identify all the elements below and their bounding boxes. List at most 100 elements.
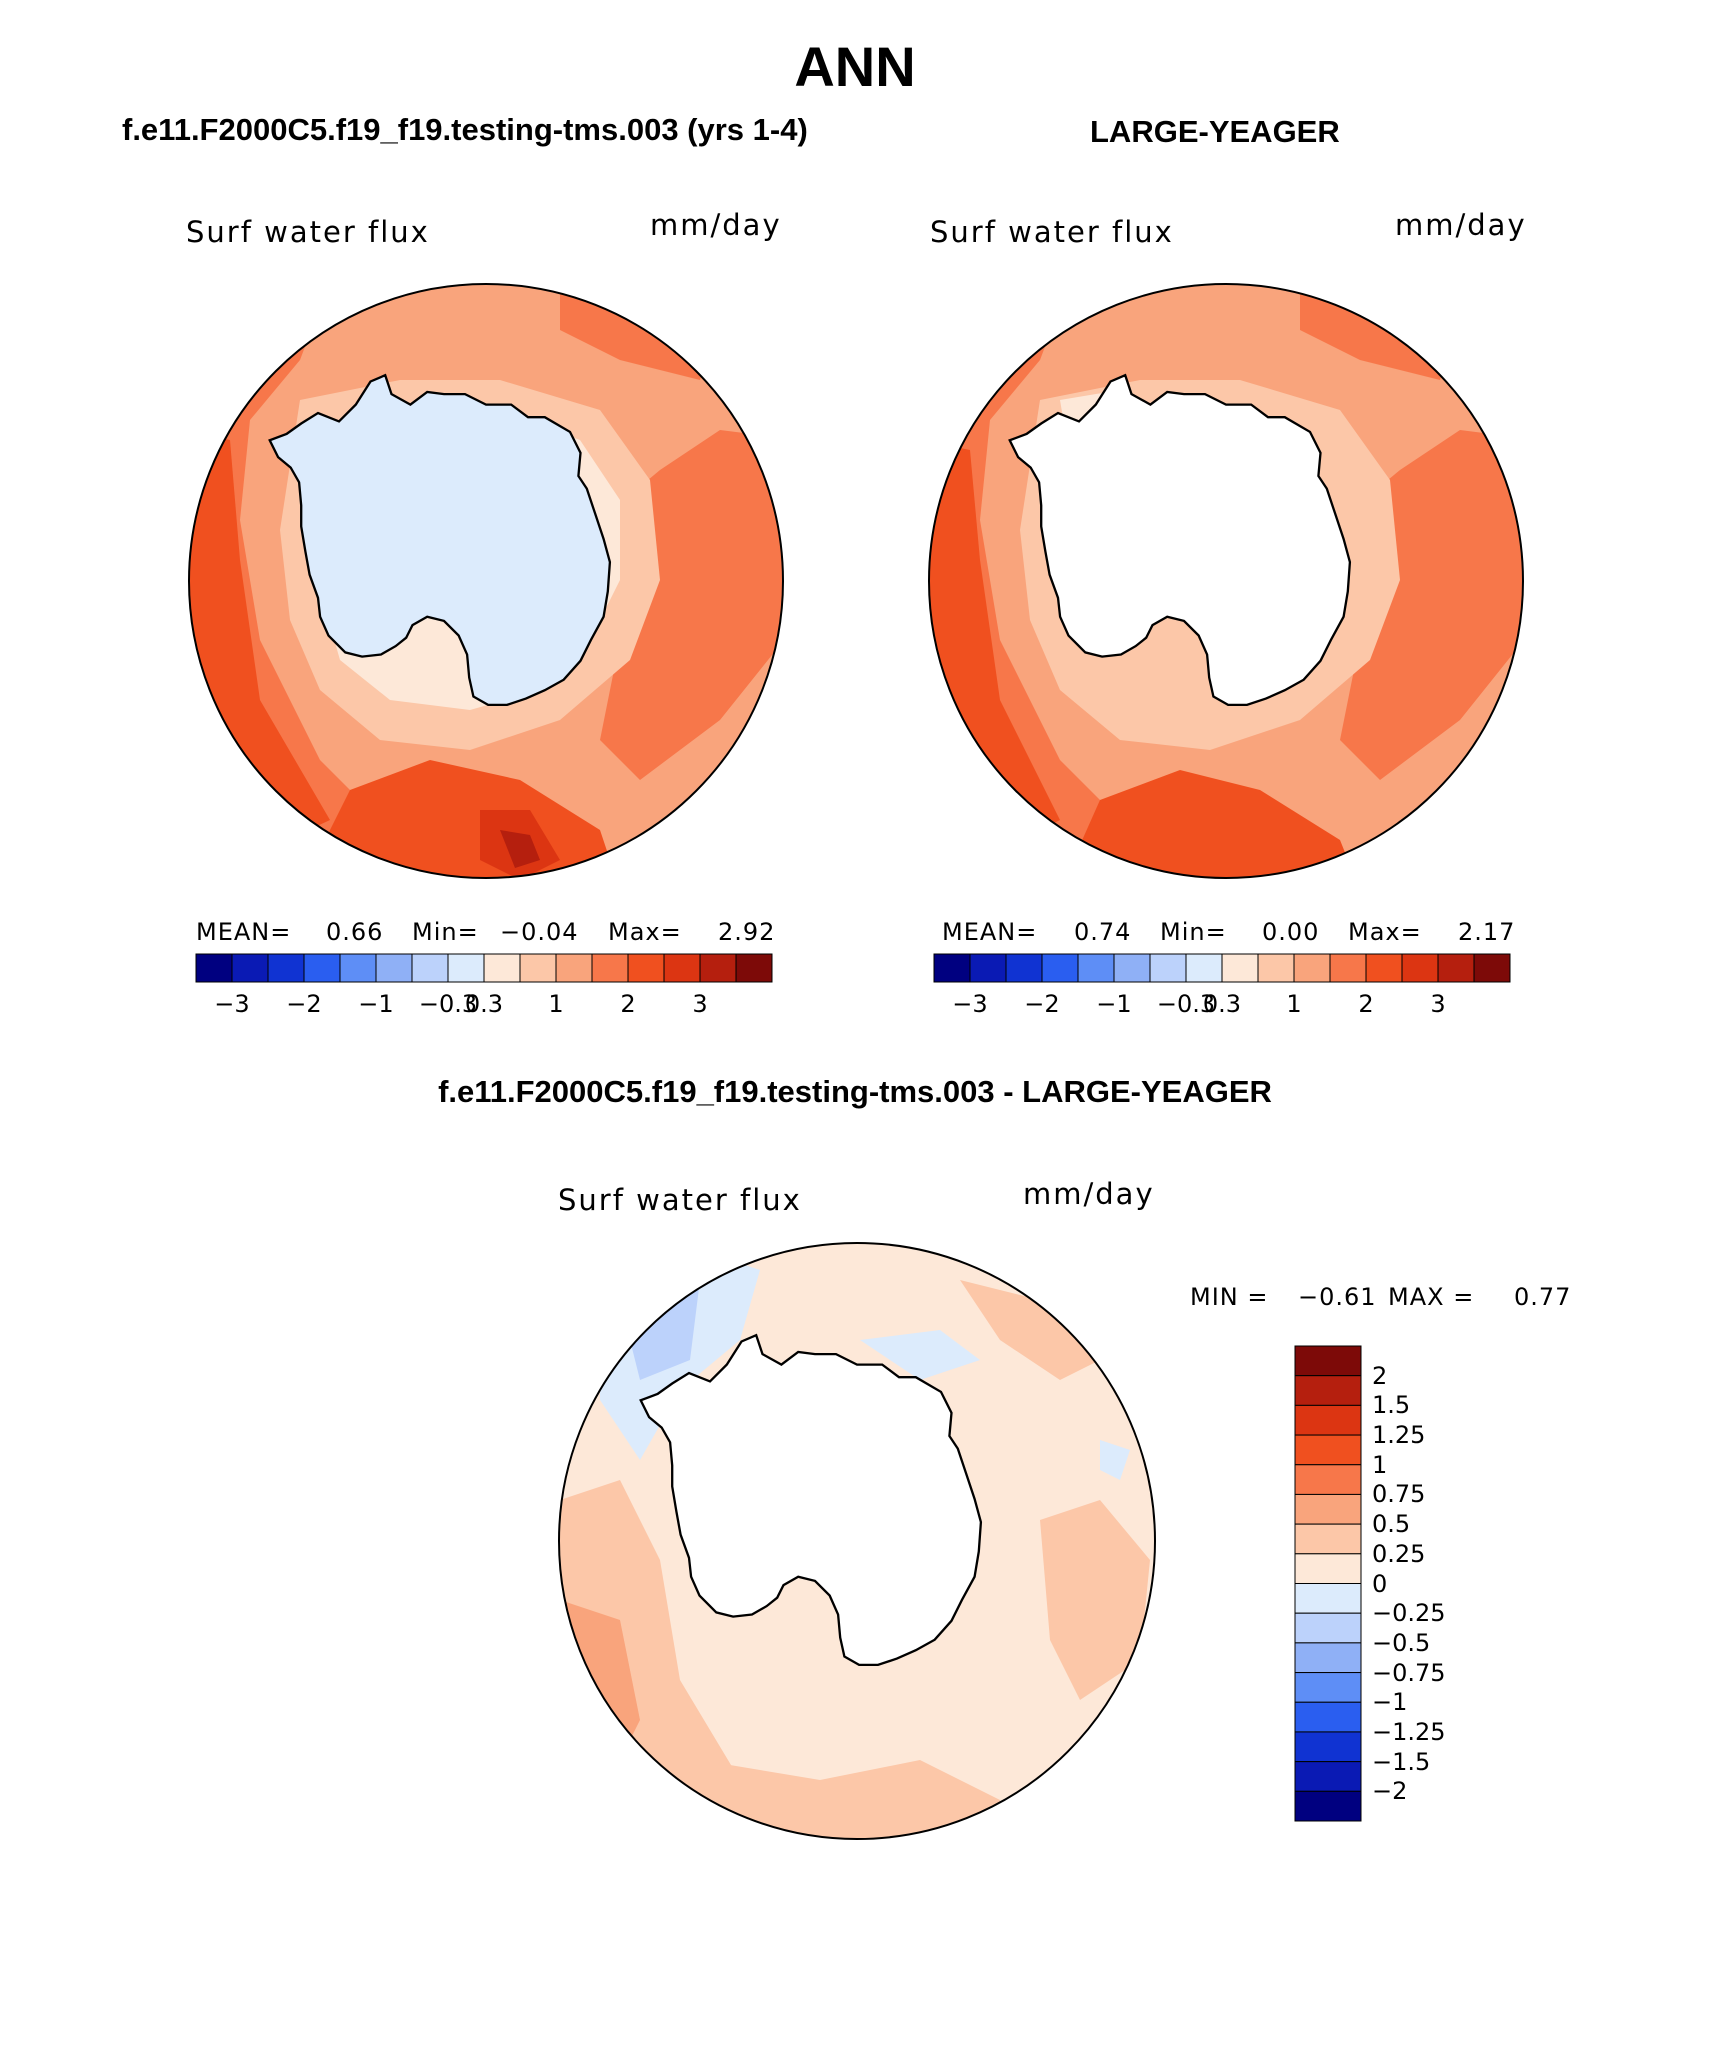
- left-mean-value: 0.66: [326, 918, 384, 946]
- colorbar-swatch: [483, 953, 521, 983]
- colorbar-tick-label: −3: [214, 990, 250, 1018]
- left-max-value: 2.92: [718, 918, 776, 946]
- left-map: [188, 283, 784, 879]
- colorbar-swatch: [1294, 1790, 1362, 1822]
- colorbar-swatch: [735, 953, 773, 983]
- colorbar-swatch: [1329, 953, 1367, 983]
- right-min-label: Min=: [1160, 918, 1227, 946]
- right-max-label: Max=: [1348, 918, 1422, 946]
- colorbar-swatch: [1185, 953, 1223, 983]
- right-colorbar: [933, 953, 1511, 983]
- colorbar-swatch: [1294, 1731, 1362, 1763]
- colorbar-swatch: [231, 953, 269, 983]
- colorbar-level-label: −1.25: [1372, 1717, 1446, 1746]
- colorbar-swatch: [627, 953, 665, 983]
- right-mean-value: 0.74: [1074, 918, 1132, 946]
- colorbar-level-label: 2: [1372, 1361, 1388, 1390]
- diff-min-label: MIN =: [1190, 1283, 1269, 1311]
- colorbar-tick-label: 1: [548, 990, 564, 1018]
- right-max-value: 2.17: [1458, 918, 1516, 946]
- left-colorbar: [195, 953, 773, 983]
- colorbar-swatch: [303, 953, 341, 983]
- right-units-label: mm/day: [1395, 208, 1527, 242]
- colorbar-tick-label: 3: [692, 990, 708, 1018]
- panel-right-title: LARGE-YEAGER: [1090, 114, 1340, 149]
- colorbar-level-label: 1.5: [1372, 1391, 1411, 1420]
- colorbar-level-label: −2: [1372, 1777, 1408, 1806]
- diff-units-label: mm/day: [1023, 1177, 1155, 1211]
- right-min-value: 0.00: [1262, 918, 1320, 946]
- colorbar-swatch: [1113, 953, 1151, 983]
- right-mean-label: MEAN=: [942, 918, 1038, 946]
- colorbar-swatch: [1294, 1523, 1362, 1555]
- colorbar-swatch: [1293, 953, 1331, 983]
- colorbar-level-label: 1.25: [1372, 1421, 1426, 1450]
- colorbar-level-label: 1: [1372, 1450, 1388, 1479]
- diff-max-label: MAX =: [1388, 1283, 1475, 1311]
- colorbar-level-label: −1: [1372, 1688, 1408, 1717]
- colorbar-swatch: [1294, 1642, 1362, 1674]
- colorbar-swatch: [519, 953, 557, 983]
- colorbar-swatch: [375, 953, 413, 983]
- colorbar-level-label: 0.25: [1372, 1539, 1426, 1568]
- colorbar-swatch: [591, 953, 629, 983]
- colorbar-swatch: [1294, 1612, 1362, 1644]
- colorbar-tick-label: 2: [1358, 990, 1374, 1018]
- colorbar-swatch: [411, 953, 449, 983]
- colorbar-swatch: [1294, 1464, 1362, 1495]
- colorbar-swatch: [1365, 953, 1403, 983]
- colorbar-swatch: [933, 953, 971, 983]
- colorbar-swatch: [555, 953, 593, 983]
- colorbar-swatch: [1294, 1583, 1362, 1614]
- colorbar-swatch: [195, 953, 233, 983]
- colorbar-swatch: [1294, 1434, 1362, 1466]
- colorbar-swatch: [447, 953, 485, 983]
- left-variable-label: Surf water flux: [186, 215, 430, 249]
- colorbar-level-label: −0.25: [1372, 1599, 1446, 1628]
- colorbar-swatch: [1041, 953, 1079, 983]
- colorbar-swatch: [1294, 1375, 1362, 1406]
- colorbar-swatch: [1473, 953, 1511, 983]
- colorbar-tick-label: −1: [358, 990, 394, 1018]
- colorbar-swatch: [699, 953, 737, 983]
- colorbar-swatch: [1294, 1345, 1362, 1377]
- colorbar-swatch: [1294, 1493, 1362, 1525]
- left-min-label: Min=: [412, 918, 479, 946]
- colorbar-level-label: −1.5: [1372, 1747, 1431, 1776]
- colorbar-level-label: 0: [1372, 1569, 1388, 1598]
- left-units-label: mm/day: [650, 208, 782, 242]
- colorbar-swatch: [1294, 1672, 1362, 1703]
- colorbar-tick-label: 3: [1430, 990, 1446, 1018]
- colorbar-tick-label: −0.3: [418, 990, 478, 1018]
- left-mean-label: MEAN=: [196, 918, 292, 946]
- colorbar-tick-label: 0.3: [464, 990, 504, 1018]
- colorbar-tick-label: 2: [620, 990, 636, 1018]
- panel-left-title: f.e11.F2000C5.f19_f19.testing-tms.003 (y…: [122, 112, 808, 147]
- colorbar-swatch: [1257, 953, 1295, 983]
- right-variable-label: Surf water flux: [930, 215, 1174, 249]
- colorbar-swatch: [1005, 953, 1043, 983]
- colorbar-swatch: [663, 953, 701, 983]
- colorbar-swatch: [1221, 953, 1259, 983]
- colorbar-swatch: [1294, 1761, 1362, 1792]
- colorbar-tick-label: −0.3: [1156, 990, 1216, 1018]
- colorbar-level-label: −0.5: [1372, 1628, 1431, 1657]
- colorbar-tick-label: −2: [286, 990, 322, 1018]
- colorbar-tick-label: −1: [1096, 990, 1132, 1018]
- colorbar-level-label: 0.75: [1372, 1480, 1426, 1509]
- diff-max-value: 0.77: [1514, 1283, 1572, 1311]
- colorbar-tick-label: −2: [1024, 990, 1060, 1018]
- diff-min-value: −0.61: [1298, 1283, 1377, 1311]
- colorbar-swatch: [1294, 1553, 1362, 1584]
- colorbar-level-label: 0.5: [1372, 1510, 1411, 1539]
- right-map: [928, 283, 1524, 879]
- colorbar-swatch: [1294, 1701, 1362, 1733]
- colorbar-swatch: [1294, 1404, 1362, 1436]
- colorbar-swatch: [1077, 953, 1115, 983]
- left-max-label: Max=: [608, 918, 682, 946]
- colorbar-swatch: [267, 953, 305, 983]
- diff-map: [558, 1242, 1156, 1840]
- panel-diff-title: f.e11.F2000C5.f19_f19.testing-tms.003 - …: [438, 1074, 1272, 1109]
- figure-title: ANN: [794, 35, 916, 98]
